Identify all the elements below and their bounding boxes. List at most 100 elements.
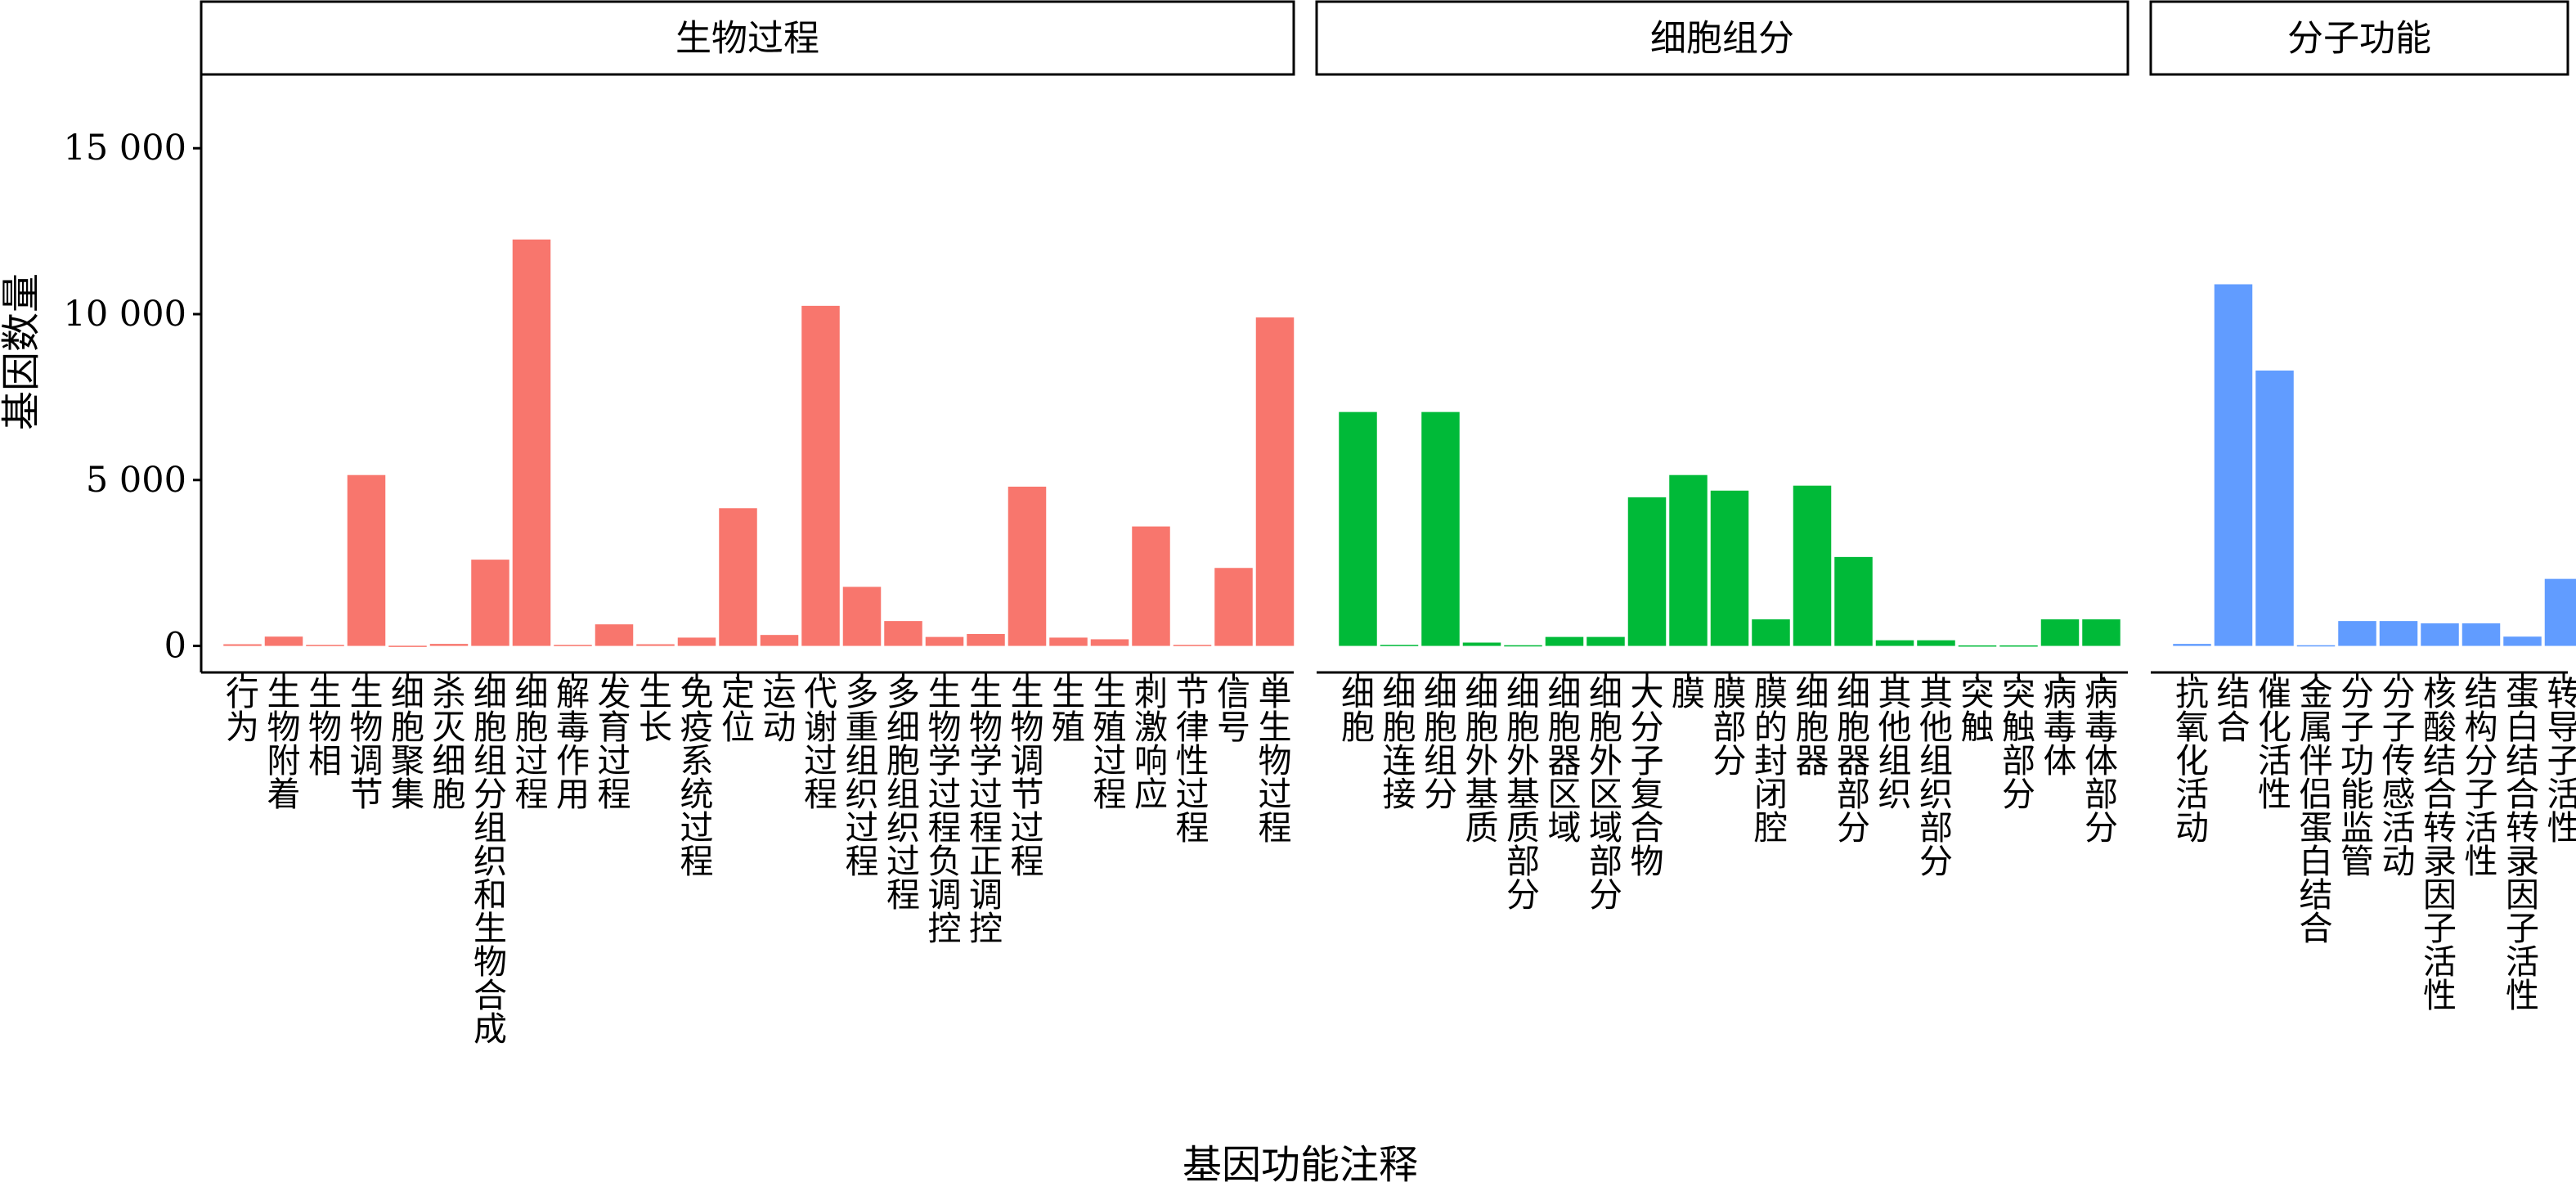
x-tick-label: 结合 bbox=[2217, 674, 2251, 747]
x-tick-label: 多细胞组织过程 bbox=[886, 674, 920, 915]
bar bbox=[801, 305, 840, 646]
x-tick-label: 转导子活性 bbox=[2547, 674, 2576, 848]
bar bbox=[2214, 284, 2253, 646]
bar bbox=[429, 644, 469, 646]
x-tick-label: 多重组织过程 bbox=[846, 674, 879, 881]
x-tick-label: 细胞器区域 bbox=[1548, 674, 1582, 848]
x-tick-label: 生物附着 bbox=[267, 674, 301, 814]
bar bbox=[1545, 636, 1584, 646]
x-tick-label: 代谢过程 bbox=[804, 674, 837, 814]
x-tick-label: 细胞连接 bbox=[1383, 674, 1416, 814]
bar bbox=[1173, 645, 1212, 646]
x-tick-label: 细胞组分组织和生物合成 bbox=[473, 674, 507, 1049]
bar bbox=[264, 636, 303, 646]
bar bbox=[677, 637, 716, 646]
bar bbox=[1917, 640, 1955, 646]
y-tick-label: 15 000 bbox=[64, 128, 186, 169]
bar bbox=[1339, 411, 1377, 646]
x-tick-label: 核酸结合转录因子活性 bbox=[2423, 674, 2457, 1015]
x-tick-label: 催化活性 bbox=[2258, 674, 2291, 814]
x-tick-label: 解毒作用 bbox=[556, 674, 590, 814]
x-tick-label: 其他组织部分 bbox=[1919, 674, 1953, 881]
x-tick-label: 生殖 bbox=[1052, 674, 1085, 747]
bar bbox=[512, 239, 551, 646]
bar bbox=[1958, 645, 1997, 647]
x-tick-label: 细胞器 bbox=[1796, 674, 1829, 780]
bar bbox=[1834, 556, 1873, 646]
bar bbox=[760, 635, 799, 646]
bar bbox=[1586, 636, 1625, 646]
bar bbox=[2462, 623, 2501, 646]
bar bbox=[595, 624, 634, 646]
bar bbox=[2296, 645, 2336, 647]
bar bbox=[2040, 619, 2080, 646]
bar bbox=[1090, 639, 1129, 646]
x-tick-label: 发育过程 bbox=[598, 674, 631, 814]
x-tick-label: 结构分子活性 bbox=[2465, 674, 2498, 881]
bar bbox=[1132, 526, 1170, 646]
x-tick-label: 其他组织 bbox=[1878, 674, 1912, 814]
bar bbox=[2255, 370, 2294, 646]
x-tick-label: 膜部分 bbox=[1713, 674, 1747, 780]
x-tick-label: 突触部分 bbox=[2002, 674, 2035, 814]
x-tick-label: 抗氧化活动 bbox=[2175, 674, 2209, 848]
bar bbox=[884, 621, 922, 646]
y-tick-label: 0 bbox=[164, 626, 186, 667]
bar bbox=[471, 560, 509, 646]
bar bbox=[1255, 317, 1295, 646]
bar bbox=[2421, 623, 2459, 646]
bar bbox=[1875, 640, 1914, 646]
bar bbox=[388, 645, 427, 647]
x-tick-label: 膜 bbox=[1672, 674, 1705, 713]
x-tick-label: 行为 bbox=[226, 674, 259, 747]
bar bbox=[2082, 619, 2120, 646]
y-tick-label: 5 000 bbox=[86, 460, 186, 501]
x-tick-label: 细胞聚集 bbox=[391, 674, 424, 814]
bar bbox=[347, 474, 386, 646]
y-axis: 0 5 000 10 000 15 000 bbox=[64, 75, 203, 672]
bar bbox=[1669, 474, 1708, 646]
bar bbox=[554, 645, 592, 646]
x-tick-label: 突触 bbox=[1961, 674, 1995, 747]
bar bbox=[2338, 621, 2376, 646]
bar bbox=[1752, 619, 1790, 646]
bar bbox=[223, 644, 262, 646]
x-tick-label: 杀灭细胞 bbox=[433, 674, 466, 814]
bar bbox=[1380, 645, 1419, 646]
panel-1: 生物过程行为生物附着生物相生物调节细胞聚集杀灭细胞细胞组分组织和生物合成细胞过程… bbox=[200, 0, 1295, 1049]
x-tick-label: 免疫系统过程 bbox=[680, 674, 714, 881]
x-tick-label: 细胞器部分 bbox=[1837, 674, 1870, 848]
x-tick-label: 膜的封闭腔 bbox=[1754, 674, 1788, 848]
x-tick-label: 生物学过程正调控 bbox=[969, 674, 1003, 948]
bar bbox=[719, 508, 757, 646]
x-tick-label: 分子功能监管 bbox=[2340, 674, 2374, 881]
x-tick-label: 生物调节过程 bbox=[1011, 674, 1044, 881]
x-tick-label: 生殖过程 bbox=[1093, 674, 1127, 814]
bar bbox=[2173, 644, 2211, 646]
bar bbox=[306, 645, 344, 646]
x-tick-label: 大分子复合物 bbox=[1631, 674, 1664, 881]
x-tick-label: 生物学过程负调控 bbox=[928, 674, 962, 948]
x-tick-label: 细胞 bbox=[1341, 674, 1375, 747]
bar bbox=[636, 644, 675, 646]
x-tick-label: 病毒体 bbox=[2044, 674, 2077, 780]
x-tick-label: 细胞组分 bbox=[1424, 674, 1457, 814]
bar bbox=[1627, 497, 1667, 646]
x-tick-label: 细胞外基质 bbox=[1465, 674, 1499, 848]
x-tick-label: 生物调节 bbox=[350, 674, 384, 814]
facet-strip-label: 分子功能 bbox=[2287, 18, 2431, 60]
x-tick-label: 单生物过程 bbox=[1259, 674, 1292, 848]
bar bbox=[1504, 645, 1542, 647]
y-axis-title: 基因数量 bbox=[0, 273, 44, 430]
panel-3: 分子功能抗氧化活动结合催化活性金属伴侣蛋白结合分子功能监管分子传感活动核酸结合转… bbox=[2149, 0, 2576, 1015]
x-tick-label: 定位 bbox=[721, 674, 755, 747]
facet-strip bbox=[200, 0, 1295, 76]
x-tick-label: 细胞外区域部分 bbox=[1589, 674, 1622, 915]
bar bbox=[967, 633, 1005, 646]
bar bbox=[1214, 568, 1253, 646]
x-tick-label: 细胞外基质部分 bbox=[1506, 674, 1540, 915]
bar bbox=[1793, 485, 1832, 646]
x-tick-label: 信号 bbox=[1217, 674, 1250, 747]
y-tick-label: 10 000 bbox=[64, 294, 186, 335]
